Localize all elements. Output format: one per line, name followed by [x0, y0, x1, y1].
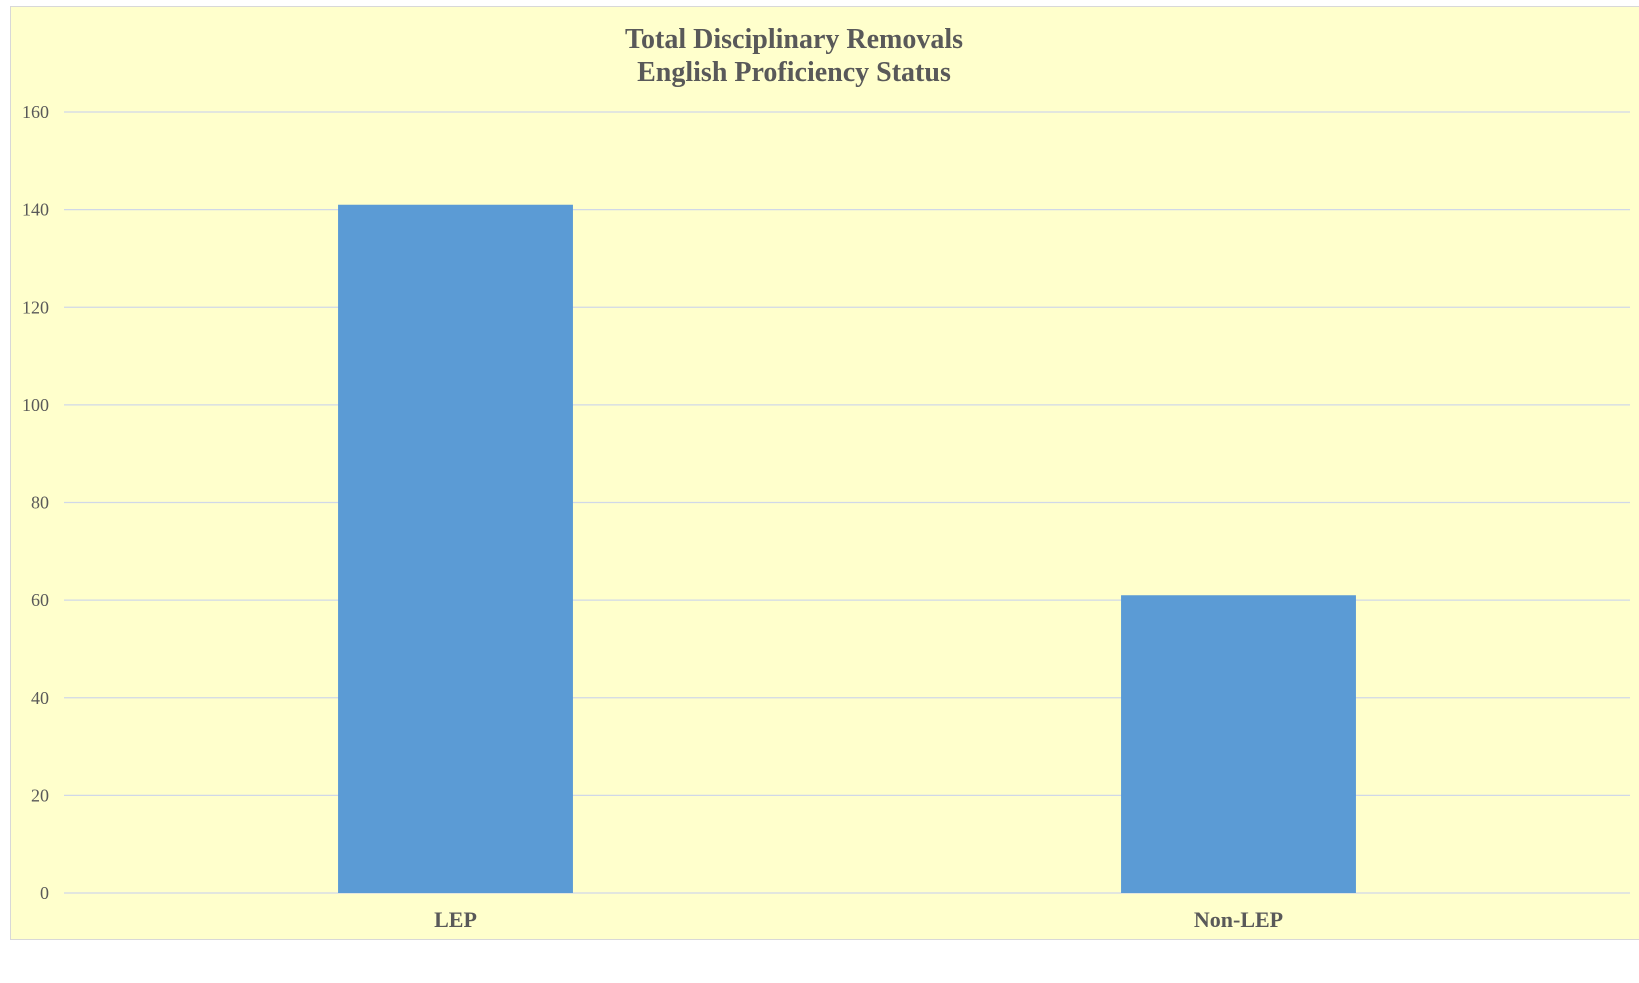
y-tick-label: 160 [22, 102, 49, 122]
y-tick-label: 80 [31, 493, 49, 513]
x-category-label: LEP [434, 907, 477, 932]
bar-lep [338, 204, 573, 893]
y-tick-label: 120 [22, 297, 49, 317]
chart-title-line-1: Total Disciplinary Removals [625, 24, 963, 55]
y-tick-label: 20 [31, 785, 49, 805]
y-tick-label: 100 [22, 395, 49, 415]
y-tick-label: 0 [40, 883, 49, 903]
chart-title-line-2: English Proficiency Status [637, 57, 951, 88]
y-axis-tick-labels: 0 20 40 60 80 100 120 140 160 [22, 102, 49, 903]
chart-area: Total Disciplinary Removals English Prof… [10, 6, 1639, 940]
gridlines [64, 111, 1630, 894]
y-tick-label: 140 [22, 200, 49, 220]
chart-title: Total Disciplinary Removals English Prof… [625, 24, 963, 88]
y-tick-label: 40 [31, 688, 49, 708]
y-tick-label: 60 [31, 590, 49, 610]
x-category-label: Non-LEP [1194, 907, 1283, 932]
bar-chart: Total Disciplinary Removals English Prof… [22, 24, 1630, 932]
bars [338, 204, 1356, 893]
x-axis-category-labels: LEP Non-LEP [434, 907, 1283, 932]
bar-non-lep [1121, 595, 1356, 893]
